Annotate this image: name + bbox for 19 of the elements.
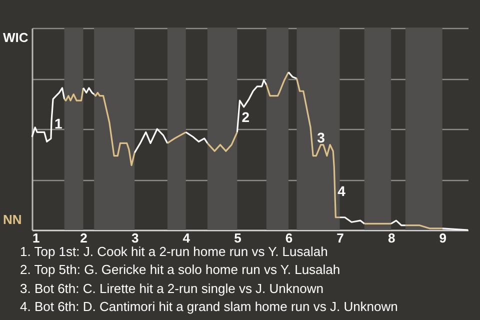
x-tick-label: 2 (80, 230, 88, 246)
x-tick-label: 6 (285, 230, 293, 246)
text: 4. Bot 6th: D. Cantimori hit a grand slam home run vs J. Unknown (20, 298, 398, 316)
text: 1. Top 1st: J. Cook hit a 2-run home run vs Y. Lusalah (20, 244, 328, 259)
annotation: 2 (242, 108, 250, 125)
text: 3. Bot 6th: C. Lirette hit a 2-run single vs J. Unknown (20, 280, 324, 298)
text: NN (3, 212, 22, 227)
text: WIC (3, 30, 28, 45)
annotation: 4 (338, 183, 346, 200)
annotation: 1 (54, 115, 62, 132)
text: 2. Top 5th: G. Gericke hit a solo home run vs Y. Lusalah (20, 261, 342, 280)
x-tick-label: 5 (234, 230, 242, 246)
x-tick-label: 3 (131, 230, 139, 246)
annotation: 3 (317, 129, 326, 146)
x-tick-label: 7 (336, 230, 344, 246)
x-tick-label: 8 (388, 230, 396, 246)
x-tick-label: 1 (32, 230, 40, 246)
x-tick-label: 9 (439, 230, 446, 246)
x-tick-label: 4 (182, 230, 191, 246)
